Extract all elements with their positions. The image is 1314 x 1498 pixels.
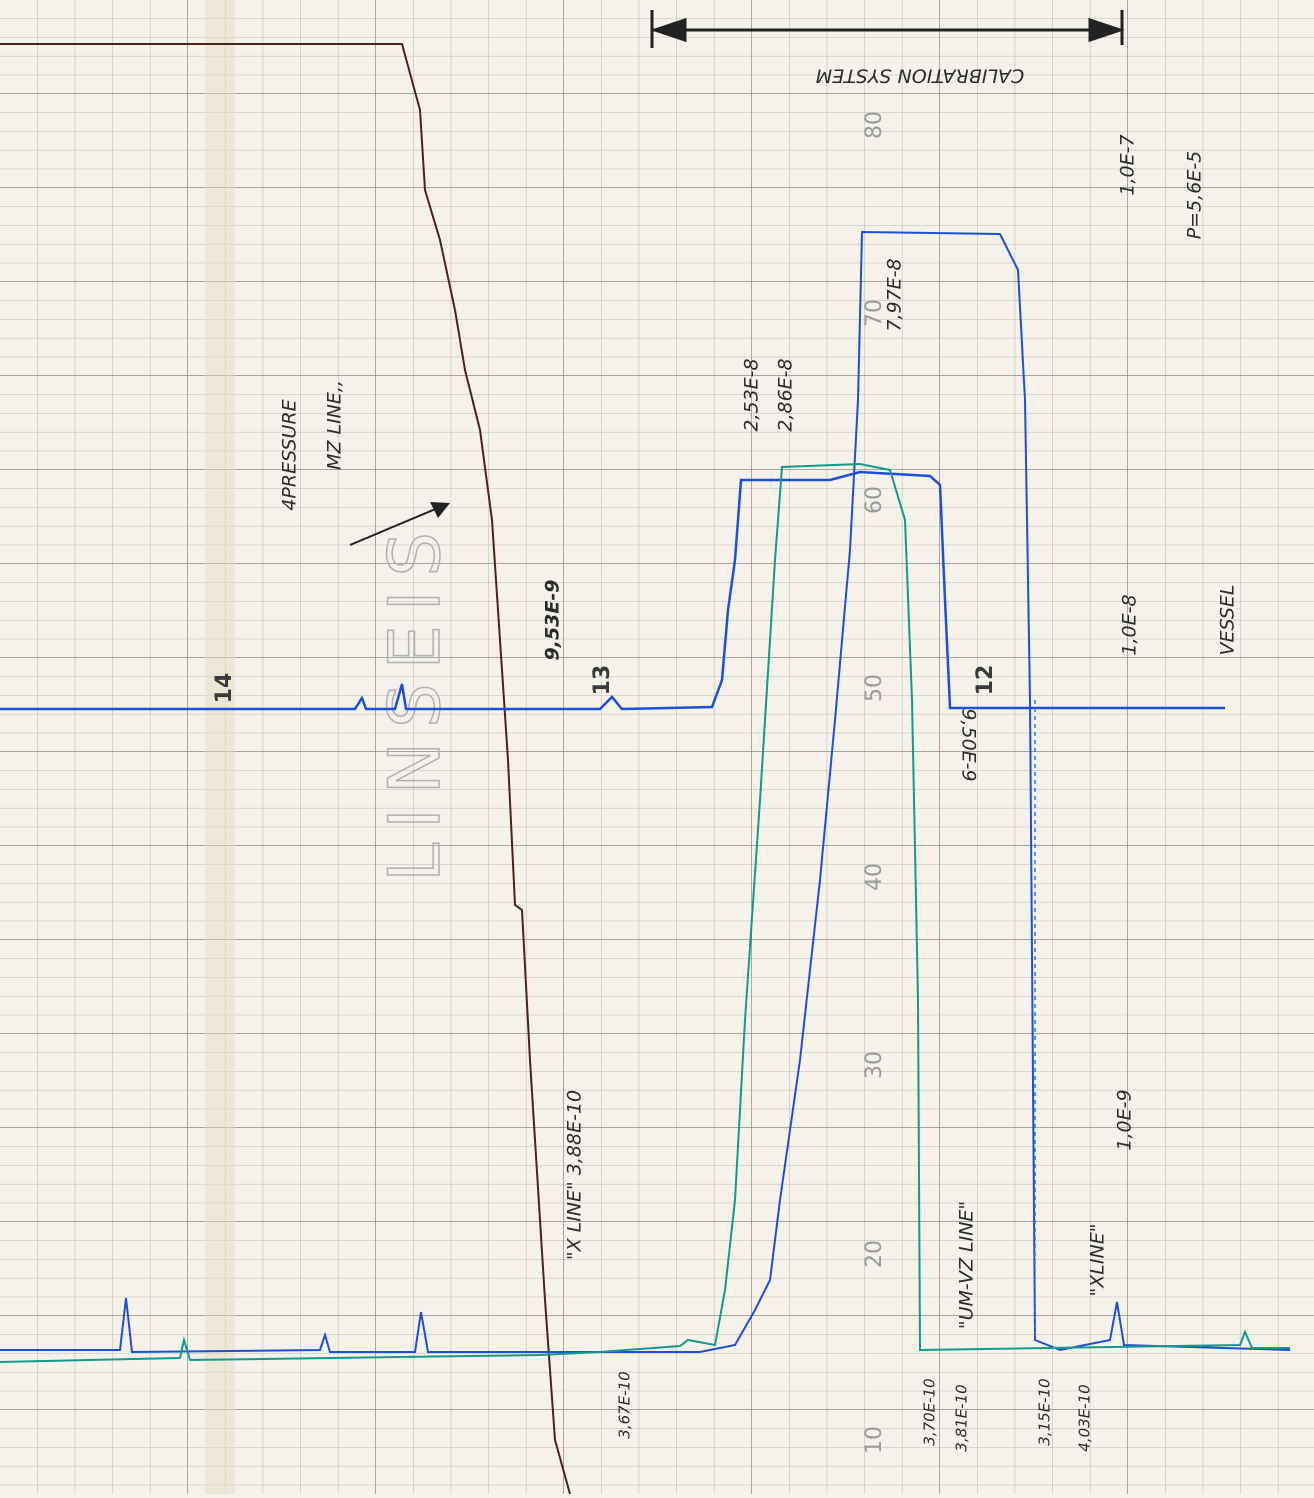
annotation: 2,86E-8 [775,358,797,431]
scale-label: 50 [862,674,887,702]
scale-label: 80 [862,111,887,139]
annotation: P=5,6E-5 [1184,151,1206,240]
range-arrow [650,10,1125,48]
annotation: "X LINE" 3,88E-10 [564,1090,586,1260]
chart-mark: 13 [590,665,615,696]
annotation: 4PRESSURE [279,399,301,510]
scale-label: 10 [862,1426,887,1454]
trace-green [0,462,1290,1363]
annotation: VESSEL [1217,584,1239,655]
annotation: 1,0E-9 [1114,1089,1136,1150]
trace-blue-tall [0,230,1291,1354]
scale-label: 30 [862,1051,887,1079]
scale-label: 20 [862,1240,887,1268]
scale-label: 70 [862,299,887,327]
annotation: 1,0E-8 [1119,594,1141,655]
chart-mark: 14 [212,673,237,704]
pointer-head [430,502,450,518]
annotation: CALIBRATION SYSTEM [816,65,1024,87]
annotation: 3,15E-10 [1036,1378,1054,1445]
annotation: 3,81E-10 [953,1384,971,1451]
annotation: 4,03E-10 [1076,1384,1094,1451]
watermark: LINSEIS [374,518,456,882]
annotation: 2,53E-8 [741,358,763,431]
trace-blue-upper [0,470,1225,711]
annotation: "XLINE" [1087,1224,1109,1297]
annotation: 3,70E-10 [921,1378,939,1445]
annotation: "UM-VZ LINE" [956,1201,978,1329]
annotation: 1,0E-7 [1117,134,1139,195]
annotation: 9,53E-9 [542,580,564,661]
annotation: 3,67E-10 [616,1371,634,1438]
chart-mark: 12 [973,665,998,696]
annotation: 9,50E-9 [958,708,980,781]
paper-fold [205,0,235,1494]
scale-label: 60 [862,486,887,514]
pointer-arrow [349,504,446,546]
annotation: 7,97E-8 [884,258,906,331]
scale-label: 40 [862,863,887,891]
annotation: MZ LINE,, [324,380,346,470]
trace-brown [0,43,571,1495]
